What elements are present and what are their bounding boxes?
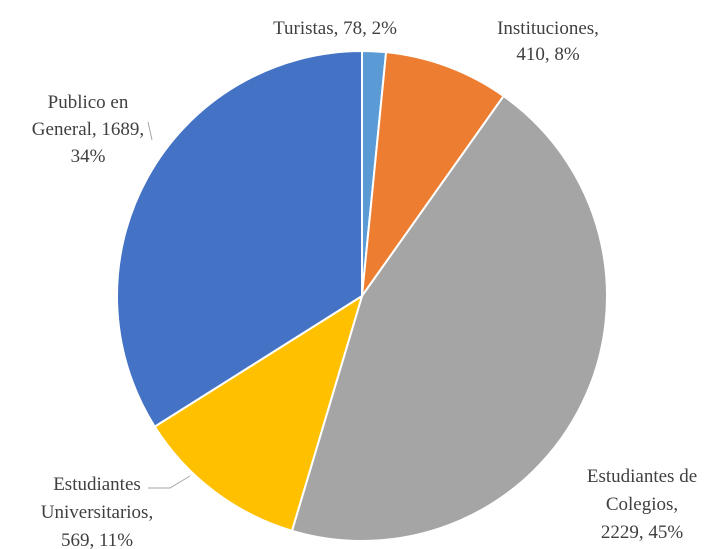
data-label-estudiantes-de-colegios: Estudiantes de Colegios, 2229, 45% <box>587 466 697 543</box>
pie-slice-instituciones <box>360 51 506 300</box>
leader-lines <box>147 121 191 489</box>
data-label-turistas: Turistas, 78, 2% <box>273 18 397 39</box>
data-label-instituciones: Instituciones, 410, 8% <box>497 18 599 65</box>
data-label-publico-en-general: Publico en General, 1689, 34% <box>32 92 144 167</box>
pie-slice-publico-en-general <box>116 49 363 429</box>
leader-line-estudiantes-universitarios <box>148 475 191 489</box>
pie-slices <box>116 49 608 542</box>
pie-slice-estudiantes-universitarios <box>153 293 364 533</box>
data-label-estudiantes-universitarios: Estudiantes Universitarios, 569, 11% <box>41 474 153 549</box>
leader-line-publico-en-general <box>147 121 153 141</box>
pie-slice-estudiantes-de-colegios <box>290 94 608 542</box>
data-labels: Turistas, 78, 2% Instituciones, 410, 8% Est… <box>32 18 697 549</box>
